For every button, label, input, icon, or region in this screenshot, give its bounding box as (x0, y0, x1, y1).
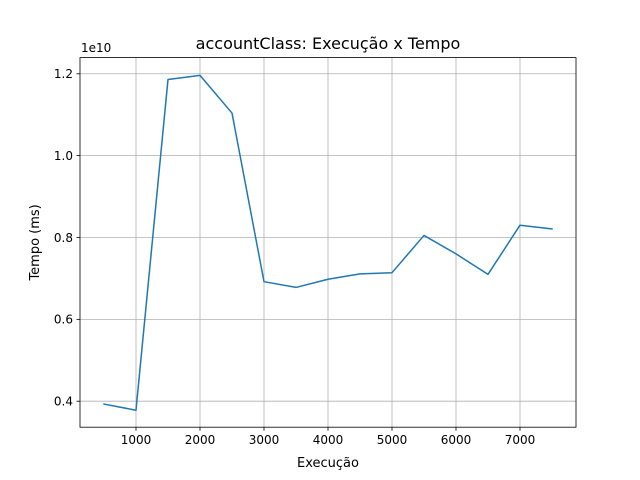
series-layer (103, 74, 553, 411)
x-tick-label: 3000 (249, 433, 280, 447)
grid (80, 57, 576, 428)
y-offset-text: 1e10 (81, 41, 111, 55)
x-tick-label: 2000 (185, 433, 216, 447)
ticks: 1000 2000 3000 4000 5000 6000 7000 0.4 0.6 0.8 1.0… (54, 67, 535, 447)
y-tick-label: 1.0 (54, 149, 73, 163)
y-tick-label: 1.2 (54, 67, 73, 81)
y-tick-label: 0.6 (54, 313, 73, 327)
series-line (103, 74, 553, 411)
x-tick-label: 7000 (505, 433, 536, 447)
chart-title: accountClass: Execução x Tempo (196, 34, 461, 53)
y-tick-label: 0.8 (54, 231, 73, 245)
x-tick-label: 4000 (313, 433, 344, 447)
x-tick-label: 1000 (121, 433, 152, 447)
y-tick-label: 0.4 (54, 395, 73, 409)
x-tick-label: 6000 (441, 433, 472, 447)
y-axis-label: Tempo (ms) (28, 204, 43, 281)
x-axis-label: Execução (297, 456, 359, 471)
x-tick-label: 5000 (377, 433, 408, 447)
